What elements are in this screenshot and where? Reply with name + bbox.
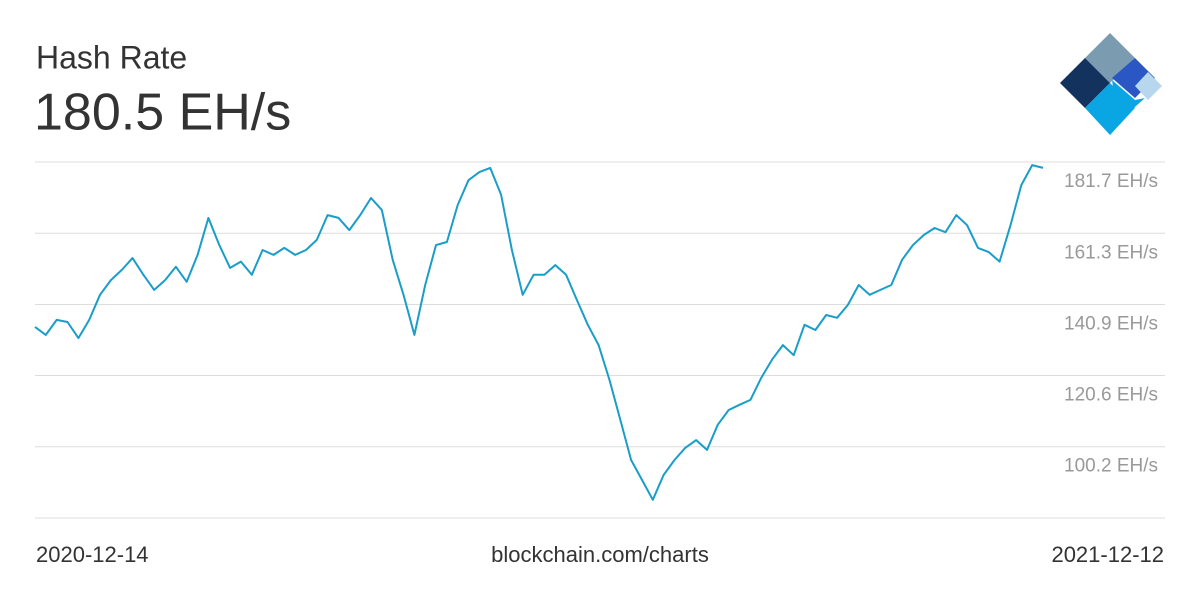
y-tick-label: 181.7 EH/s: [1064, 171, 1158, 192]
source-label: blockchain.com/charts: [491, 542, 709, 567]
x-end-label: 2021-12-12: [1051, 542, 1164, 567]
y-tick-label: 120.6 EH/s: [1064, 384, 1158, 405]
chart-title: Hash Rate: [36, 39, 187, 75]
x-start-label: 2020-12-14: [36, 542, 149, 567]
y-tick-label: 100.2 EH/s: [1064, 456, 1158, 477]
y-tick-label: 161.3 EH/s: [1064, 242, 1158, 263]
y-tick-label: 140.9 EH/s: [1064, 314, 1158, 335]
logo: [1060, 33, 1162, 135]
line-series: [34, 164, 1044, 501]
chart-subtitle: 180.5 EH/s: [34, 84, 291, 142]
